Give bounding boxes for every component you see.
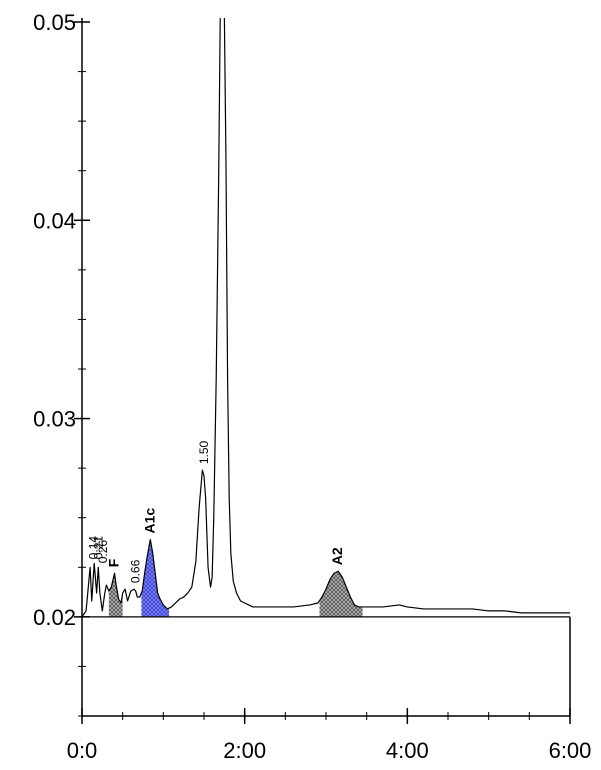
axis-ticks — [74, 21, 571, 724]
series-layer — [82, 18, 570, 618]
x-tick-label: 0:0 — [67, 738, 98, 763]
chromatogram-trace — [82, 18, 570, 618]
peak-label: A1c — [141, 508, 157, 534]
y-tick-label: 0.05 — [33, 10, 76, 35]
x-tick-label: 4:00 — [386, 738, 429, 763]
peak-label: 1.50 — [197, 440, 211, 464]
axis-tick-labels: 0.05 0.04 0.03 0.02 0:0 2:00 4:00 6:00 — [33, 10, 591, 763]
peak-label: A2 — [329, 547, 345, 565]
x-tick-label: 6:00 — [549, 738, 592, 763]
y-tick-label: 0.03 — [33, 407, 76, 432]
x-tick-label: 2:00 — [223, 738, 266, 763]
peak-label: 0.66 — [129, 559, 143, 583]
peak-label: F — [106, 558, 122, 567]
y-tick-label: 0.02 — [33, 605, 76, 630]
peak-labels: 0.140.210.26F 0.66 A1c 1.50 A2 — [86, 440, 345, 583]
peak-label: 0.26 — [96, 540, 110, 564]
y-tick-label: 0.04 — [33, 208, 76, 233]
peak-area-a1c — [141, 539, 170, 617]
peak-label: 0.14 — [86, 536, 100, 560]
peak-areas — [108, 539, 363, 617]
peak-label: 0.21 — [91, 536, 105, 560]
peak-area-a2 — [319, 571, 363, 617]
